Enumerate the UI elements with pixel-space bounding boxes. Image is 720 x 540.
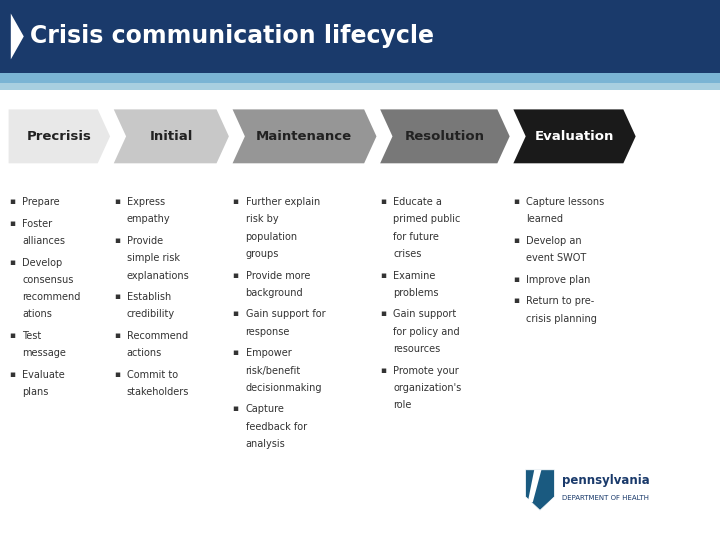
Text: recommend: recommend — [22, 292, 81, 302]
Text: ▪: ▪ — [380, 309, 387, 319]
FancyBboxPatch shape — [0, 73, 720, 83]
Text: ▪: ▪ — [513, 296, 520, 306]
Text: simple risk: simple risk — [127, 253, 180, 264]
Text: resources: resources — [393, 344, 441, 354]
Text: Initial: Initial — [149, 130, 193, 143]
Text: Test: Test — [22, 331, 42, 341]
Text: pennsylvania: pennsylvania — [562, 474, 649, 487]
Text: ▪: ▪ — [380, 366, 387, 375]
Text: message: message — [22, 348, 66, 359]
Text: feedback for: feedback for — [246, 422, 307, 432]
Text: background: background — [246, 288, 303, 298]
Text: ▪: ▪ — [114, 292, 120, 301]
Text: ▪: ▪ — [513, 275, 520, 284]
Text: Gain support: Gain support — [393, 309, 456, 320]
Text: crises: crises — [393, 249, 421, 259]
Text: Evaluate: Evaluate — [22, 370, 65, 380]
Text: ▪: ▪ — [114, 197, 120, 206]
Text: groups: groups — [246, 249, 279, 259]
Text: alliances: alliances — [22, 236, 66, 246]
Text: Establish: Establish — [127, 292, 171, 302]
Polygon shape — [378, 108, 511, 165]
Text: ▪: ▪ — [233, 404, 239, 414]
Text: ▪: ▪ — [513, 236, 520, 245]
Text: Capture: Capture — [246, 404, 284, 415]
Text: ▪: ▪ — [114, 236, 120, 245]
Text: for future: for future — [393, 232, 439, 242]
Text: Foster: Foster — [22, 219, 53, 229]
Text: learned: learned — [526, 214, 563, 225]
Text: Express: Express — [127, 197, 165, 207]
Text: actions: actions — [127, 348, 162, 359]
Text: ▪: ▪ — [233, 197, 239, 206]
Text: ▪: ▪ — [114, 331, 120, 340]
Text: ▪: ▪ — [114, 370, 120, 379]
Polygon shape — [230, 108, 378, 165]
Text: Empower: Empower — [246, 348, 292, 359]
Text: ▪: ▪ — [513, 197, 520, 206]
Text: Commit to: Commit to — [127, 370, 178, 380]
Text: credibility: credibility — [127, 309, 175, 320]
Text: decisionmaking: decisionmaking — [246, 383, 322, 393]
Text: problems: problems — [393, 288, 438, 298]
Text: event SWOT: event SWOT — [526, 253, 587, 264]
Text: analysis: analysis — [246, 439, 285, 449]
Text: Educate a: Educate a — [393, 197, 442, 207]
Text: Resolution: Resolution — [405, 130, 485, 143]
Text: population: population — [246, 232, 297, 242]
Text: Return to pre-: Return to pre- — [526, 296, 595, 307]
Text: ▪: ▪ — [9, 258, 16, 267]
Text: Provide: Provide — [127, 236, 163, 246]
Text: ▪: ▪ — [380, 271, 387, 280]
Polygon shape — [11, 14, 24, 59]
Text: ations: ations — [22, 309, 52, 320]
Text: Maintenance: Maintenance — [256, 130, 352, 143]
Text: Evaluation: Evaluation — [534, 130, 614, 143]
Text: explanations: explanations — [127, 271, 189, 281]
Text: ▪: ▪ — [233, 348, 239, 357]
Text: crisis planning: crisis planning — [526, 314, 597, 324]
Text: Capture lessons: Capture lessons — [526, 197, 605, 207]
Polygon shape — [526, 470, 554, 510]
Polygon shape — [112, 108, 230, 165]
Text: DEPARTMENT OF HEALTH: DEPARTMENT OF HEALTH — [562, 495, 649, 502]
Text: ▪: ▪ — [9, 219, 16, 228]
Text: ▪: ▪ — [9, 331, 16, 340]
Text: Provide more: Provide more — [246, 271, 310, 281]
Polygon shape — [528, 470, 541, 502]
Text: Gain support for: Gain support for — [246, 309, 325, 320]
Text: consensus: consensus — [22, 275, 73, 285]
Text: empathy: empathy — [127, 214, 171, 225]
Text: ▪: ▪ — [9, 197, 16, 206]
Text: risk by: risk by — [246, 214, 278, 225]
Text: risk/benefit: risk/benefit — [246, 366, 301, 376]
Text: plans: plans — [22, 387, 49, 397]
Text: Examine: Examine — [393, 271, 436, 281]
Text: Promote your: Promote your — [393, 366, 459, 376]
Text: for policy and: for policy and — [393, 327, 460, 337]
FancyBboxPatch shape — [0, 0, 720, 73]
Text: Recommend: Recommend — [127, 331, 188, 341]
Text: ▪: ▪ — [233, 309, 239, 319]
Text: role: role — [393, 400, 412, 410]
Text: primed public: primed public — [393, 214, 461, 225]
Polygon shape — [511, 108, 637, 165]
Text: Improve plan: Improve plan — [526, 275, 590, 285]
Text: Crisis communication lifecycle: Crisis communication lifecycle — [30, 24, 434, 49]
Text: Further explain: Further explain — [246, 197, 320, 207]
Text: Precrisis: Precrisis — [27, 130, 92, 143]
Polygon shape — [7, 108, 112, 165]
Text: stakeholders: stakeholders — [127, 387, 189, 397]
Text: ▪: ▪ — [233, 271, 239, 280]
Text: response: response — [246, 327, 290, 337]
Text: ▪: ▪ — [380, 197, 387, 206]
FancyBboxPatch shape — [0, 83, 720, 90]
Text: Prepare: Prepare — [22, 197, 60, 207]
Text: organization's: organization's — [393, 383, 462, 393]
Text: Develop: Develop — [22, 258, 63, 268]
Text: Develop an: Develop an — [526, 236, 582, 246]
Text: ▪: ▪ — [9, 370, 16, 379]
